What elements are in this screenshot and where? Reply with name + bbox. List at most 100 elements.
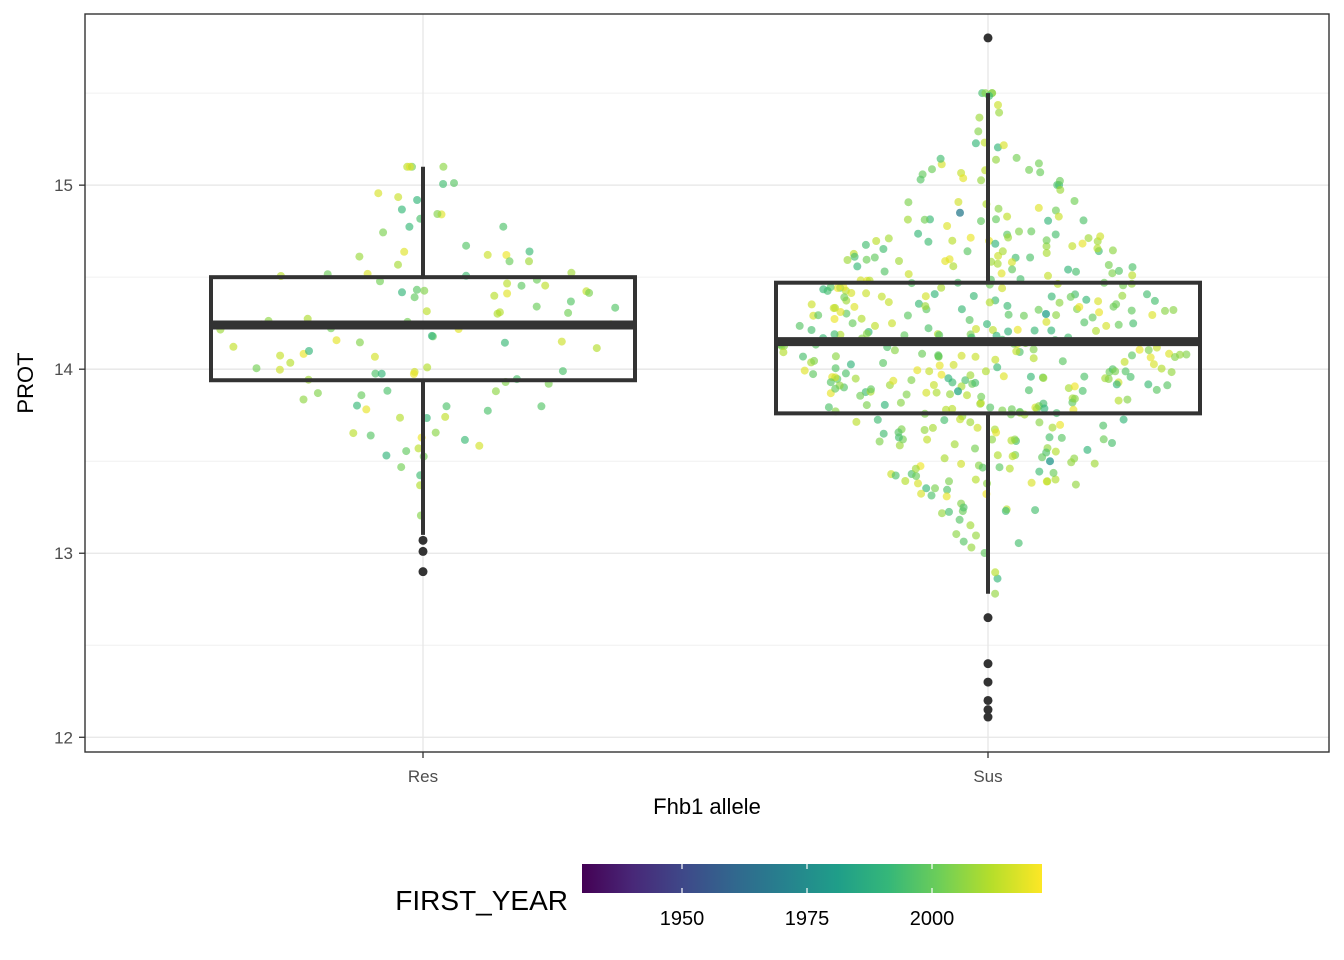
data-point: [935, 361, 944, 370]
data-point: [884, 298, 893, 307]
data-point: [963, 247, 972, 256]
data-point: [1014, 539, 1023, 548]
data-point: [1171, 353, 1179, 361]
data-point: [1007, 258, 1016, 267]
data-point: [349, 429, 358, 438]
data-point: [1102, 321, 1111, 330]
data-point: [483, 406, 492, 415]
data-point: [857, 314, 866, 323]
data-point: [862, 255, 871, 264]
data-point: [1099, 421, 1108, 430]
data-point: [460, 435, 469, 444]
data-point: [904, 270, 913, 279]
data-point: [1075, 303, 1084, 311]
data-point: [420, 286, 429, 295]
data-point: [362, 405, 371, 414]
data-point: [1012, 347, 1021, 356]
x-tick-label-sus: Sus: [973, 767, 1002, 786]
data-point: [1157, 364, 1166, 373]
data-point: [1057, 433, 1066, 442]
data-point: [814, 311, 823, 320]
data-point: [873, 415, 882, 424]
data-point: [976, 399, 985, 408]
data-point: [1055, 176, 1064, 185]
data-point: [852, 417, 861, 426]
data-point: [829, 304, 838, 313]
data-point: [382, 451, 391, 460]
data-point: [394, 260, 402, 269]
data-point: [1090, 459, 1099, 468]
data-point: [525, 247, 534, 256]
data-point: [995, 463, 1004, 472]
data-point: [831, 364, 840, 373]
data-point: [355, 252, 364, 261]
data-point: [977, 176, 986, 185]
y-tick-label: 15: [54, 176, 73, 195]
data-point: [1001, 507, 1010, 515]
data-point: [1149, 360, 1158, 369]
data-point: [286, 358, 295, 367]
data-point: [998, 284, 1007, 293]
x-axis-title: Fhb1 allele: [653, 794, 761, 819]
data-point: [439, 180, 448, 188]
data-point: [948, 404, 957, 413]
data-point: [969, 292, 978, 300]
y-tick-label: 13: [54, 544, 73, 563]
data-point: [998, 247, 1007, 256]
data-point: [937, 283, 946, 292]
data-point: [1042, 242, 1051, 251]
data-point: [949, 360, 958, 369]
data-point: [394, 193, 403, 202]
legend-ticks: 1950 1975 2000: [660, 864, 954, 930]
data-point: [945, 477, 953, 486]
data-point: [1051, 447, 1060, 456]
data-point: [1019, 311, 1028, 320]
data-point: [896, 398, 905, 407]
data-point: [850, 252, 859, 261]
data-point: [934, 351, 943, 360]
data-point: [1126, 372, 1135, 381]
data-point: [836, 308, 845, 316]
data-point: [1114, 320, 1123, 329]
data-point: [993, 574, 1002, 583]
data-point: [963, 391, 971, 400]
data-point: [836, 330, 845, 339]
data-point: [1026, 372, 1035, 381]
data-point: [1005, 464, 1014, 473]
data-point: [376, 277, 384, 286]
data-point: [1056, 185, 1065, 194]
data-point: [1052, 311, 1061, 320]
data-point: [1096, 232, 1105, 241]
data-point: [875, 437, 884, 446]
data-point: [948, 236, 957, 245]
data-point: [921, 302, 930, 311]
data-point: [971, 378, 980, 387]
data-point: [993, 259, 1002, 268]
data-point: [929, 381, 938, 389]
data-point: [851, 374, 860, 383]
data-point: [1108, 439, 1116, 447]
data-point: [922, 388, 931, 397]
data-point: [1051, 230, 1060, 239]
data-point: [1003, 301, 1012, 310]
data-point: [1129, 319, 1138, 328]
data-point: [916, 175, 925, 184]
data-point: [502, 251, 511, 259]
data-point: [807, 326, 816, 334]
data-point: [353, 401, 361, 410]
data-point: [1036, 168, 1045, 177]
data-point: [305, 347, 313, 355]
data-point: [971, 475, 980, 484]
data-point: [1128, 271, 1137, 280]
data-point: [943, 485, 952, 494]
data-point: [879, 245, 888, 253]
data-point: [977, 217, 985, 226]
data-point: [1012, 153, 1021, 162]
data-point: [439, 162, 448, 171]
data-point: [450, 179, 458, 188]
data-point: [1027, 227, 1036, 236]
data-point: [1058, 357, 1067, 366]
data-point: [872, 237, 881, 245]
data-point: [988, 435, 997, 444]
data-point: [1051, 206, 1060, 215]
